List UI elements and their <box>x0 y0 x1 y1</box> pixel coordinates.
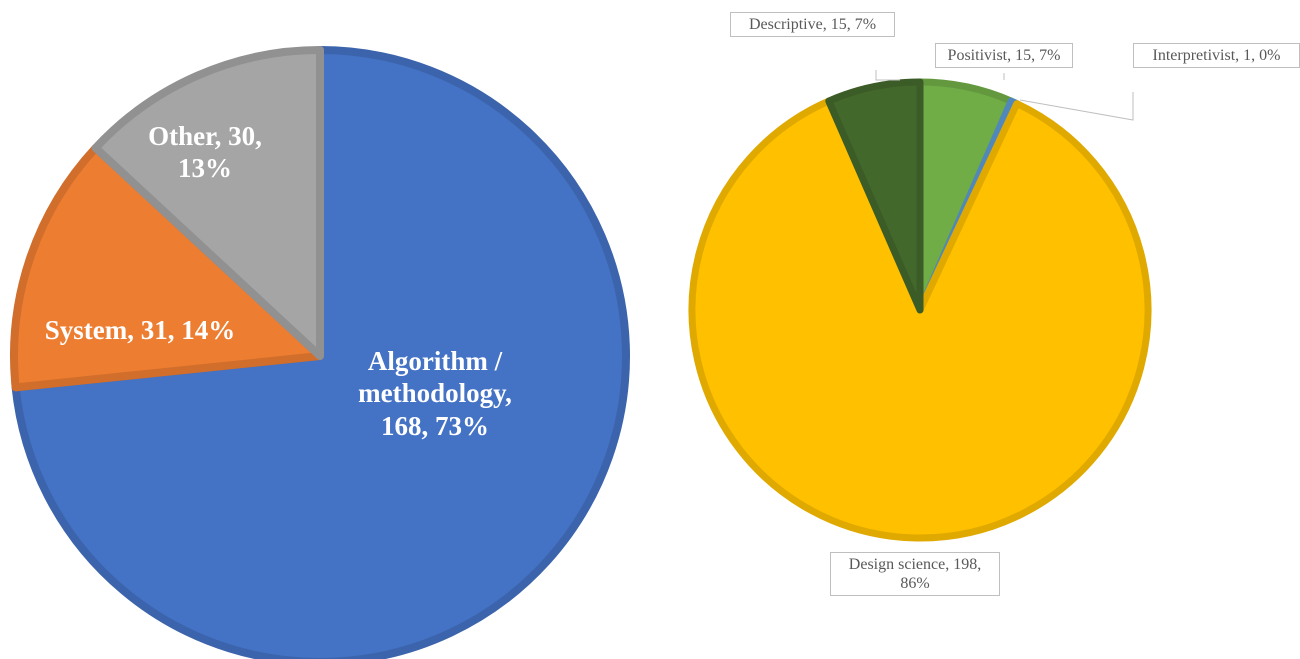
slice-label: Design science198, 86% <box>830 552 1000 597</box>
pie-slice <box>10 143 324 392</box>
category-label: Design science <box>849 556 953 573</box>
slice-label: Positivist15, 7% <box>935 43 1073 69</box>
value-label: 1, 0% <box>1243 47 1281 64</box>
category-label: Algorithm / methodology <box>358 346 512 408</box>
category-label: Other <box>148 121 228 151</box>
value-label: 15, 7% <box>1015 47 1061 64</box>
value-label: 31, 14% <box>140 315 236 345</box>
slice-label: Algorithm / methodology168, 73% <box>340 345 530 442</box>
pie-slice <box>688 97 1152 542</box>
leader-line <box>875 70 900 81</box>
leader-lines <box>875 70 1134 121</box>
slices <box>10 46 1152 659</box>
leader-line <box>1019 92 1134 121</box>
value-label: 198, 86% <box>900 556 982 593</box>
slice-label: Descriptive15, 7% <box>730 12 895 38</box>
value-label: 30, 13% <box>178 121 262 184</box>
category-label: Descriptive <box>749 16 831 33</box>
category-label: Interpretivist <box>1153 47 1244 64</box>
slice-label: System31, 14% <box>10 314 270 346</box>
slice-label: Other30, 13% <box>140 120 270 185</box>
category-label: Positivist <box>948 47 1016 64</box>
slice-label: Interpretivist1, 0% <box>1133 43 1300 69</box>
value-label: 168, 73% <box>381 410 489 441</box>
category-label: System <box>45 315 141 345</box>
pie-slice <box>91 46 324 360</box>
pie-slice <box>825 78 924 314</box>
value-label: 15, 7% <box>830 16 877 33</box>
